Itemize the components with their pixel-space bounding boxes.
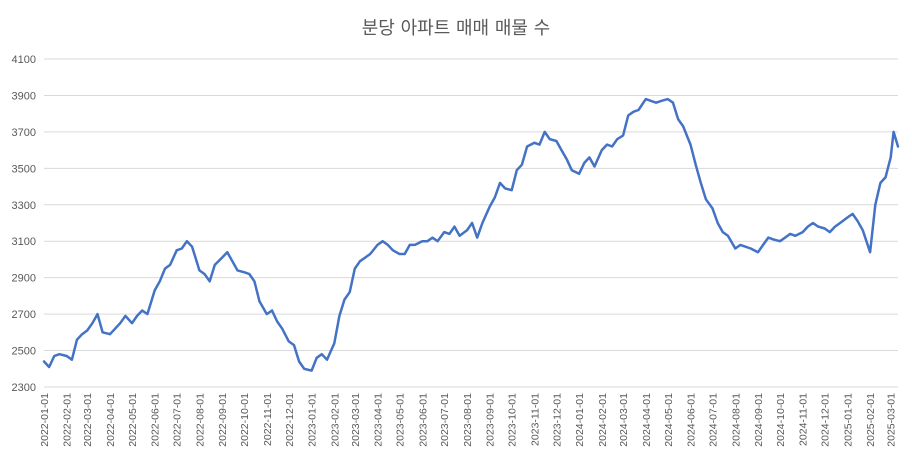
x-tick-label: 2024-11-01 (798, 393, 810, 446)
x-tick-label: 2024-06-01 (686, 393, 698, 447)
y-axis-tick-labels: 2300 2500 2700 2900 3100 3300 3500 3700 3900 4100 (12, 54, 36, 394)
x-tick-label: 2022-03-01 (82, 393, 94, 447)
x-tick-label: 2022-09-01 (217, 393, 229, 447)
y-tick-label: 3500 (12, 163, 36, 175)
x-axis-tick-labels: 2022-01-01 2022-02-01 2022-03-01 2022-04-01… (39, 393, 898, 447)
x-tick-label: 2023-05-01 (395, 393, 407, 447)
y-tick-label: 4100 (12, 54, 36, 66)
x-tick-label: 2023-07-01 (439, 393, 451, 447)
x-tick-label: 2023-08-01 (462, 393, 474, 447)
y-tick-label: 2500 (12, 346, 36, 358)
x-tick-label: 2022-04-01 (105, 393, 117, 447)
gridlines (44, 58, 898, 352)
x-tick-label: 2024-09-01 (753, 393, 765, 447)
series-line-0 (42, 97, 900, 372)
y-tick-label: 3100 (12, 236, 36, 248)
x-tick-label: 2025-02-01 (865, 393, 877, 447)
x-tick-label: 2024-05-01 (663, 393, 675, 447)
series-layer (42, 97, 900, 372)
chart-title: 분당 아파트 매매 매물 수 (362, 18, 551, 39)
x-tick-label: 2024-02-01 (597, 393, 609, 447)
y-tick-label: 3900 (12, 90, 36, 102)
x-tick-label: 2024-12-01 (820, 393, 832, 447)
x-tick-label: 2024-07-01 (708, 393, 720, 447)
x-tick-label: 2023-12-01 (551, 393, 563, 447)
x-tick-label: 2023-06-01 (417, 393, 429, 447)
x-tick-label: 2022-06-01 (150, 393, 162, 447)
y-tick-label: 2300 (12, 382, 36, 394)
x-tick-label: 2023-11-01 (529, 393, 541, 446)
x-tick-label: 2024-01-01 (574, 393, 586, 447)
x-tick-label: 2024-08-01 (730, 393, 742, 447)
x-tick-label: 2023-03-01 (350, 393, 362, 447)
x-tick-label: 2023-01-01 (307, 393, 319, 447)
x-tick-label: 2023-04-01 (373, 393, 385, 447)
x-tick-label: 2023-09-01 (485, 393, 497, 447)
x-tick-label: 2024-04-01 (641, 393, 653, 447)
x-tick-label: 2022-08-01 (194, 393, 206, 447)
x-tick-label: 2024-10-01 (775, 393, 787, 447)
x-tick-label: 2022-10-01 (239, 393, 251, 447)
y-tick-label: 3300 (12, 200, 36, 212)
x-tick-label: 2022-07-01 (172, 393, 184, 447)
x-tick-label: 2022-12-01 (284, 393, 296, 447)
x-tick-label: 2022-01-01 (39, 393, 51, 447)
y-tick-label: 3700 (12, 127, 36, 139)
y-tick-label: 2900 (12, 273, 36, 285)
x-tick-label: 2023-02-01 (329, 393, 341, 447)
x-tick-label: 2022-05-01 (127, 393, 139, 447)
x-tick-label: 2023-10-01 (507, 393, 519, 447)
x-tick-label: 2025-03-01 (886, 393, 898, 447)
x-tick-label: 2022-02-01 (62, 393, 74, 447)
x-tick-label: 2025-01-01 (842, 393, 854, 447)
y-tick-label: 2700 (12, 309, 36, 321)
x-tick-label: 2022-11-01 (262, 393, 274, 446)
x-tick-label: 2024-03-01 (618, 393, 630, 447)
